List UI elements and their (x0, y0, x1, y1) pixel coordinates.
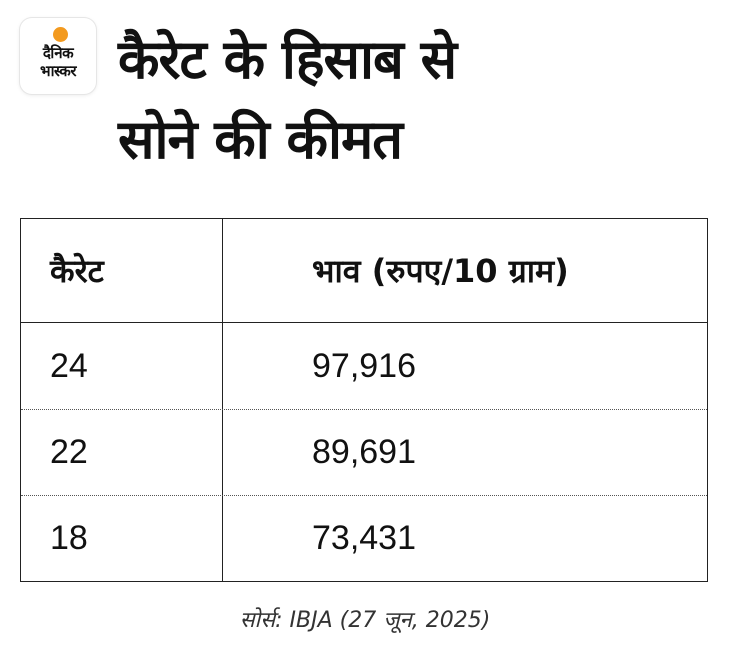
sun-icon (53, 27, 68, 42)
price-cell: 73,431 (312, 519, 416, 557)
dainik-bhaskar-logo: दैनिक भास्कर (20, 18, 96, 94)
carat-cell: 22 (21, 410, 223, 495)
table-header-row: कैरेट भाव (रुपए/10 ग्राम) (21, 219, 707, 323)
logo-text-line1: दैनिक (42, 44, 74, 62)
title-line-1: कैरेट के हिसाब से (118, 28, 457, 91)
table-row: 22 89,691 (21, 409, 707, 495)
price-cell: 97,916 (312, 346, 416, 385)
price-cell: 89,691 (312, 433, 416, 471)
gold-price-table: कैरेट भाव (रुपए/10 ग्राम) 24 97,916 22 8… (20, 218, 708, 582)
title-line-2: सोने की कीमत (118, 108, 403, 171)
page-title: कैरेट के हिसाब से सोने की कीमत (118, 20, 678, 180)
header-price: भाव (रुपए/10 ग्राम) (312, 252, 569, 290)
carat-cell: 24 (21, 323, 223, 409)
carat-cell: 18 (21, 496, 223, 581)
source-note: सोर्स: IBJA (27 जून, 2025) (239, 608, 491, 633)
logo-text-line2: भास्कर (40, 62, 76, 80)
header-carat: कैरेट (21, 219, 223, 322)
table-row: 24 97,916 (21, 323, 707, 409)
table-row: 18 73,431 (21, 495, 707, 581)
